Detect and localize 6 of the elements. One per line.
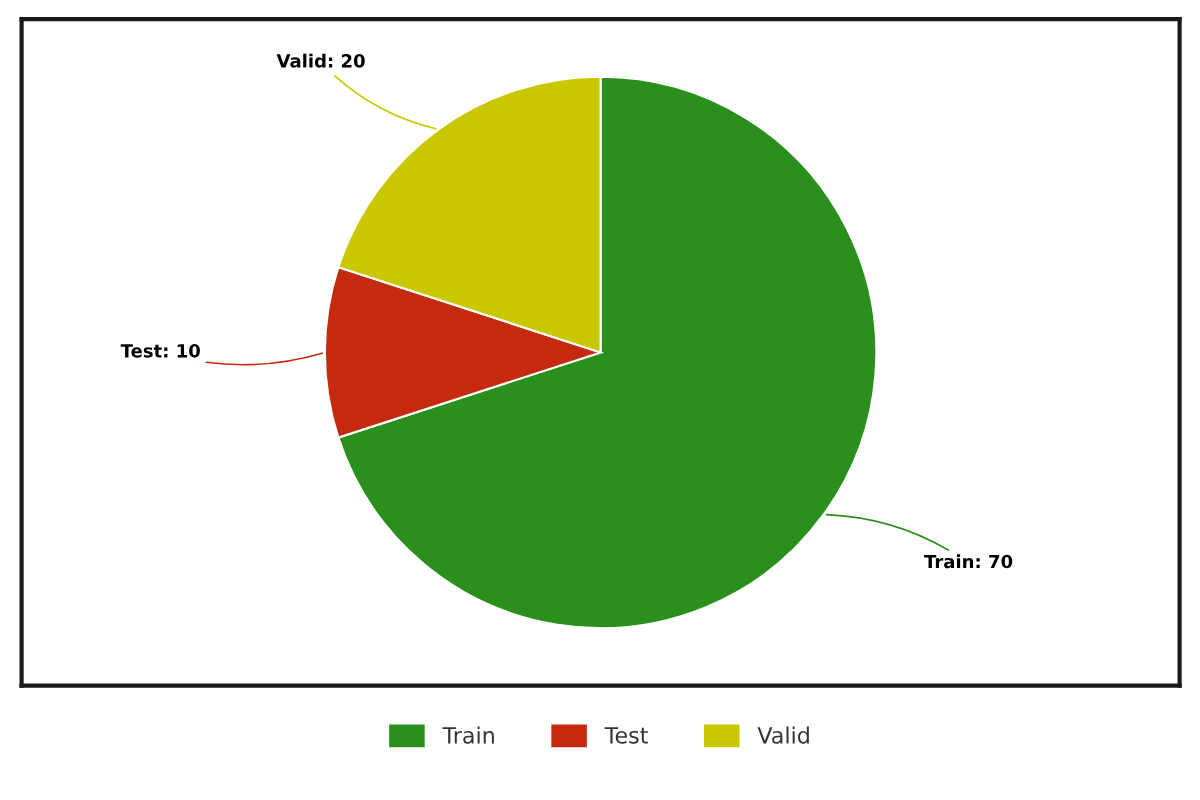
data-label: Train: 70	[924, 554, 1013, 569]
legend-label: Train	[442, 726, 494, 744]
legend-label: Test	[604, 727, 648, 744]
legend-label: Valid	[757, 726, 809, 744]
data-label: Valid: 20	[276, 53, 365, 68]
data-label: Test: 10	[120, 343, 200, 358]
